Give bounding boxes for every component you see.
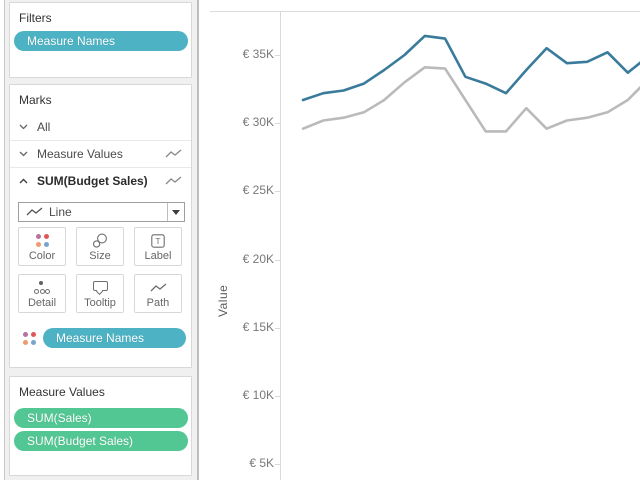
sidebar: Filters Measure Names Marks All Measure … — [0, 0, 198, 480]
y-tick-label: € 20K — [242, 251, 274, 266]
caret-down-icon — [172, 209, 180, 215]
color-button[interactable]: Color — [18, 227, 66, 266]
button-label: Size — [89, 250, 111, 262]
line-chart-icon — [165, 149, 182, 158]
dropdown-caret-button[interactable] — [167, 203, 184, 221]
path-line-icon — [150, 279, 167, 296]
y-axis-line — [280, 11, 281, 480]
shelf-pill-measure-names[interactable]: Measure Names — [43, 328, 186, 348]
y-tick-mark — [275, 327, 280, 329]
button-label: Label — [144, 250, 172, 262]
chart-plot[interactable] — [280, 0, 640, 480]
marks-row-measure-values[interactable]: Measure Values — [10, 140, 191, 167]
pane-divider — [197, 0, 199, 480]
series-line-sum-budget-sales-[interactable] — [301, 66, 640, 133]
color-dots-icon — [35, 232, 49, 249]
y-tick-label: € 25K — [242, 183, 274, 198]
tooltip-bubble-icon — [92, 279, 108, 296]
y-axis-title: Value — [216, 284, 230, 317]
y-tick-mark — [275, 396, 280, 397]
marks-row-label: Measure Values — [37, 147, 123, 161]
marks-title: Marks — [19, 93, 52, 107]
y-tick-mark — [275, 464, 280, 466]
line-chart-icon — [165, 176, 182, 185]
filter-pill-measure-names[interactable]: Measure Names — [14, 31, 188, 51]
button-label: Detail — [27, 297, 57, 309]
label-t-icon: T — [151, 232, 165, 249]
line-zigzag-icon — [26, 207, 43, 216]
y-tick-mark — [275, 55, 280, 56]
pane-edge — [0, 0, 5, 480]
y-tick-label: € 5K — [249, 456, 274, 471]
chart-area: Value € 35K € 30K € 25K € 20K € 15K € 10K € 5K — [200, 0, 640, 480]
measure-pill-sum-sales[interactable]: SUM(Sales) — [14, 408, 188, 428]
size-circles-icon — [92, 232, 108, 249]
size-button[interactable]: Size — [76, 227, 124, 266]
svg-text:T: T — [155, 236, 160, 246]
label-button[interactable]: T Label — [134, 227, 182, 266]
series-line-sum-sales-[interactable] — [301, 34, 640, 102]
y-tick-mark — [275, 259, 280, 261]
measure-values-card: Measure Values SUM(Sales) SUM(Budget Sal… — [9, 376, 192, 476]
y-tick-label: € 35K — [242, 47, 274, 61]
marks-rows: All Measure Values SUM(Budget Sales) — [10, 113, 191, 194]
mark-type-dropdown[interactable]: Line — [18, 202, 185, 222]
chevron-up-icon — [19, 178, 28, 184]
marks-card: Marks All Measure Values SUM(Budget Sale… — [9, 84, 192, 368]
button-label: Tooltip — [84, 297, 116, 309]
marks-row-label: SUM(Budget Sales) — [37, 174, 148, 188]
measure-values-title: Measure Values — [19, 385, 105, 399]
y-tick-label: € 10K — [242, 388, 274, 402]
color-dots-icon — [23, 331, 36, 345]
button-label: Path — [146, 297, 170, 309]
tooltip-button[interactable]: Tooltip — [76, 274, 124, 313]
measure-pill-sum-budget-sales[interactable]: SUM(Budget Sales) — [14, 431, 188, 451]
marks-buttons: Color Size T Label — [18, 227, 182, 313]
y-tick-mark — [275, 191, 280, 193]
filters-title: Filters — [19, 11, 52, 25]
chart-top-border — [210, 11, 640, 12]
detail-dots-icon — [34, 279, 50, 296]
y-tick-label: € 15K — [242, 319, 274, 334]
chevron-down-icon — [19, 151, 28, 157]
mark-type-value: Line — [49, 205, 72, 219]
detail-button[interactable]: Detail — [18, 274, 66, 313]
y-tick-mark — [275, 123, 280, 125]
path-button[interactable]: Path — [134, 274, 182, 313]
button-label: Color — [28, 250, 56, 262]
filters-card: Filters Measure Names — [9, 2, 192, 78]
marks-row-all[interactable]: All — [10, 113, 191, 140]
chevron-down-icon — [19, 124, 28, 129]
marks-shelf-row: Measure Names — [23, 328, 186, 348]
marks-row-sum-budget-sales[interactable]: SUM(Budget Sales) — [10, 167, 191, 194]
marks-row-label: All — [37, 119, 51, 134]
y-tick-label: € 30K — [242, 115, 274, 130]
